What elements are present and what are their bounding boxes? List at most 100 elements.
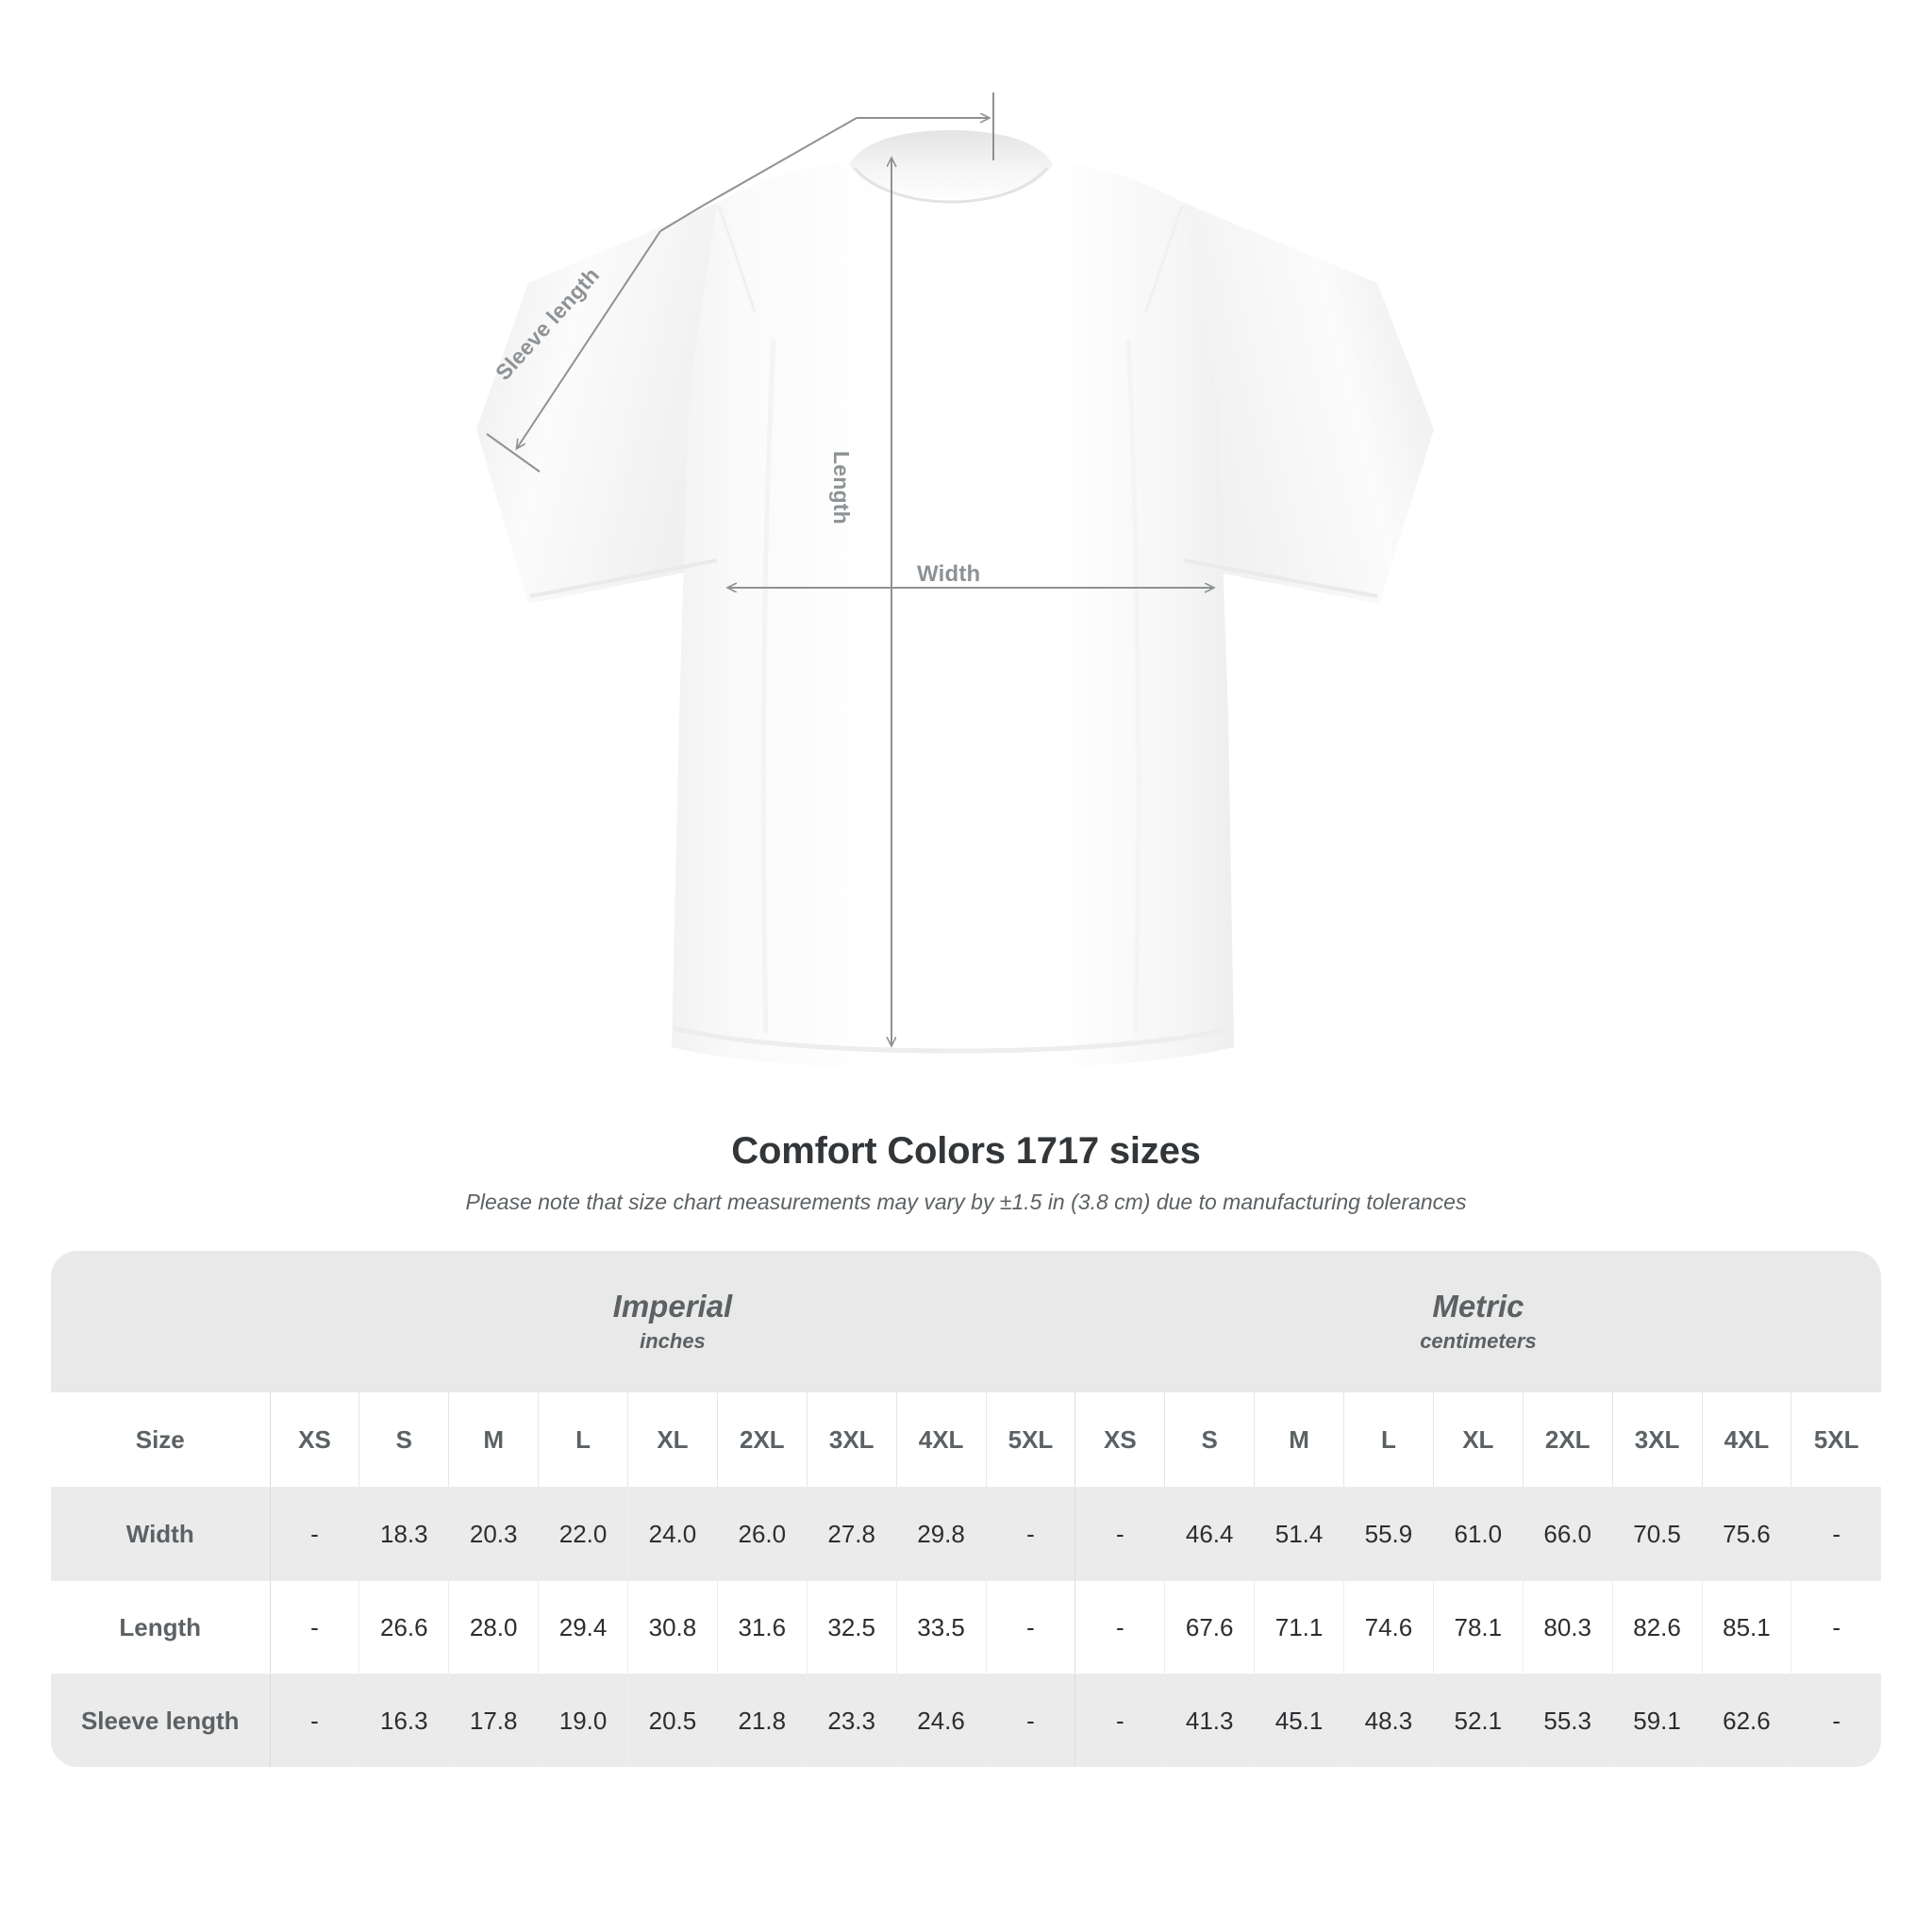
cell-width-imperial-4xl: 29.8 (895, 1487, 987, 1581)
cell-sleeve-length-imperial-4xl: 24.6 (895, 1674, 987, 1767)
shirt-body (672, 157, 1234, 1070)
cell-width-imperial-xs: - (269, 1487, 359, 1581)
tshirt-illustration: Sleeve length Length Width (476, 92, 1434, 1070)
cell-width-imperial-xl: 24.0 (627, 1487, 718, 1581)
size-header-label: Size (51, 1392, 271, 1488)
unit-banner-spacer (51, 1251, 271, 1392)
size-chart-container: Imperial inches Metric centimeters Size … (51, 1251, 1881, 1767)
annotation-width: Width (917, 561, 981, 587)
size-header-imperial-xl: XL (627, 1392, 718, 1488)
cell-sleeve-length-imperial-2xl: 21.8 (716, 1674, 808, 1767)
cell-width-metric-l: 55.9 (1343, 1487, 1434, 1581)
cell-width-metric-2xl: 66.0 (1522, 1487, 1613, 1581)
row-label-length: Length (51, 1580, 271, 1674)
cell-sleeve-length-metric-4xl: 62.6 (1701, 1674, 1791, 1767)
cell-width-metric-4xl: 75.6 (1701, 1487, 1791, 1581)
size-header-imperial-xs: XS (269, 1392, 359, 1488)
table-row: Sleeve length -16.3 17.8 19.0 20.5 21.8 23.3 24… (51, 1674, 1881, 1767)
cell-sleeve-length-metric-3xl: 59.1 (1611, 1674, 1703, 1767)
cell-length-imperial-3xl: 32.5 (806, 1580, 897, 1674)
cell-width-metric-s: 46.4 (1164, 1487, 1255, 1581)
cell-width-imperial-m: 20.3 (448, 1487, 539, 1581)
cell-length-imperial-s: 26.6 (358, 1580, 449, 1674)
unit-group-imperial-sub: inches (640, 1329, 706, 1354)
table-row: Width -18.3 20.3 22.0 24.0 26.0 27.8 29.8- -46.4… (51, 1487, 1881, 1581)
size-chart-table: Imperial inches Metric centimeters Size … (51, 1251, 1881, 1767)
sleeve-endpoint-tick (486, 433, 541, 473)
unit-group-imperial: Imperial inches (270, 1251, 1075, 1392)
size-header-imperial-2xl: 2XL (716, 1392, 808, 1488)
size-header-imperial-s: S (358, 1392, 449, 1488)
cell-length-imperial-2xl: 31.6 (716, 1580, 808, 1674)
sleeve-leader-diag1 (702, 117, 858, 207)
cell-width-imperial-3xl: 27.8 (806, 1487, 897, 1581)
cell-width-imperial-2xl: 26.0 (716, 1487, 808, 1581)
cell-length-metric-4xl: 85.1 (1701, 1580, 1791, 1674)
cell-length-imperial-m: 28.0 (448, 1580, 539, 1674)
size-header-metric-5xl: 5XL (1790, 1392, 1881, 1488)
row-label-sleeve-length: Sleeve length (51, 1674, 271, 1767)
page-title: Comfort Colors 1717 sizes (731, 1130, 1201, 1172)
row-label-width: Width (51, 1487, 271, 1581)
unit-banner-row: Imperial inches Metric centimeters (51, 1251, 1881, 1392)
cell-length-imperial-xl: 30.8 (627, 1580, 718, 1674)
size-header-metric-xl: XL (1432, 1392, 1524, 1488)
table-row: Length -26.6 28.0 29.4 30.8 31.6 32.5 33.5- -67.… (51, 1580, 1881, 1674)
cell-length-metric-l: 74.6 (1343, 1580, 1434, 1674)
unit-group-metric-sub: centimeters (1420, 1329, 1537, 1354)
cell-length-imperial-5xl: - (985, 1580, 1075, 1674)
table-head: Imperial inches Metric centimeters Size … (51, 1251, 1881, 1488)
cell-sleeve-length-metric-s: 41.3 (1164, 1674, 1255, 1767)
size-header-imperial-l: L (538, 1392, 628, 1488)
collar-seam (853, 167, 1049, 204)
tshirt-diagram-svg (476, 92, 1434, 1070)
cell-width-metric-m: 51.4 (1254, 1487, 1344, 1581)
size-header-metric-2xl: 2XL (1522, 1392, 1613, 1488)
cell-length-metric-xs: - (1074, 1580, 1165, 1674)
sleeve-leader-elbow (659, 205, 704, 232)
cell-width-metric-xs: - (1074, 1487, 1165, 1581)
size-header-metric-l: L (1343, 1392, 1434, 1488)
cell-width-metric-5xl: - (1790, 1487, 1881, 1581)
cell-sleeve-length-metric-l: 48.3 (1343, 1674, 1434, 1767)
size-header-metric-s: S (1164, 1392, 1255, 1488)
cell-sleeve-length-metric-xl: 52.1 (1432, 1674, 1524, 1767)
unit-group-metric-name: Metric (1432, 1288, 1524, 1324)
cell-sleeve-length-imperial-xl: 20.5 (627, 1674, 718, 1767)
size-header-metric-4xl: 4XL (1701, 1392, 1791, 1488)
unit-group-metric: Metric centimeters (1074, 1251, 1881, 1392)
cell-sleeve-length-imperial-m: 17.8 (448, 1674, 539, 1767)
cell-width-metric-xl: 61.0 (1432, 1487, 1524, 1581)
cell-width-metric-3xl: 70.5 (1611, 1487, 1703, 1581)
measurement-lines (486, 92, 1213, 1045)
cell-length-imperial-4xl: 33.5 (895, 1580, 987, 1674)
cell-length-imperial-xs: - (269, 1580, 359, 1674)
cell-length-metric-5xl: - (1790, 1580, 1881, 1674)
cell-length-metric-m: 71.1 (1254, 1580, 1344, 1674)
cell-length-metric-s: 67.6 (1164, 1580, 1255, 1674)
size-header-metric-m: M (1254, 1392, 1344, 1488)
cell-sleeve-length-imperial-l: 19.0 (538, 1674, 628, 1767)
annotation-length: Length (829, 451, 854, 525)
cell-length-metric-2xl: 80.3 (1522, 1580, 1613, 1674)
cell-sleeve-length-imperial-xs: - (269, 1674, 359, 1767)
sleeve-leader-diag2 (517, 230, 661, 448)
cell-width-imperial-5xl: - (985, 1487, 1075, 1581)
cell-length-imperial-l: 29.4 (538, 1580, 628, 1674)
size-header-metric-3xl: 3XL (1611, 1392, 1703, 1488)
cell-sleeve-length-metric-m: 45.1 (1254, 1674, 1344, 1767)
right-sleeve (1184, 203, 1434, 604)
size-header-imperial-4xl: 4XL (895, 1392, 987, 1488)
cell-width-imperial-s: 18.3 (358, 1487, 449, 1581)
size-header-metric-xs: XS (1074, 1392, 1165, 1488)
cell-sleeve-length-imperial-3xl: 23.3 (806, 1674, 897, 1767)
table-body: Width -18.3 20.3 22.0 24.0 26.0 27.8 29.8- -46.4… (51, 1487, 1881, 1767)
size-header-row: Size XS S M L XL 2XL 3XL 4XL 5XL XS S M L XL 2XL 3XL 4XL… (51, 1392, 1881, 1488)
size-header-imperial-5xl: 5XL (985, 1392, 1075, 1488)
collar (849, 130, 1053, 205)
cell-sleeve-length-metric-2xl: 55.3 (1522, 1674, 1613, 1767)
cell-width-imperial-l: 22.0 (538, 1487, 628, 1581)
cell-length-metric-xl: 78.1 (1432, 1580, 1524, 1674)
cell-length-metric-3xl: 82.6 (1611, 1580, 1703, 1674)
cell-sleeve-length-imperial-s: 16.3 (358, 1674, 449, 1767)
